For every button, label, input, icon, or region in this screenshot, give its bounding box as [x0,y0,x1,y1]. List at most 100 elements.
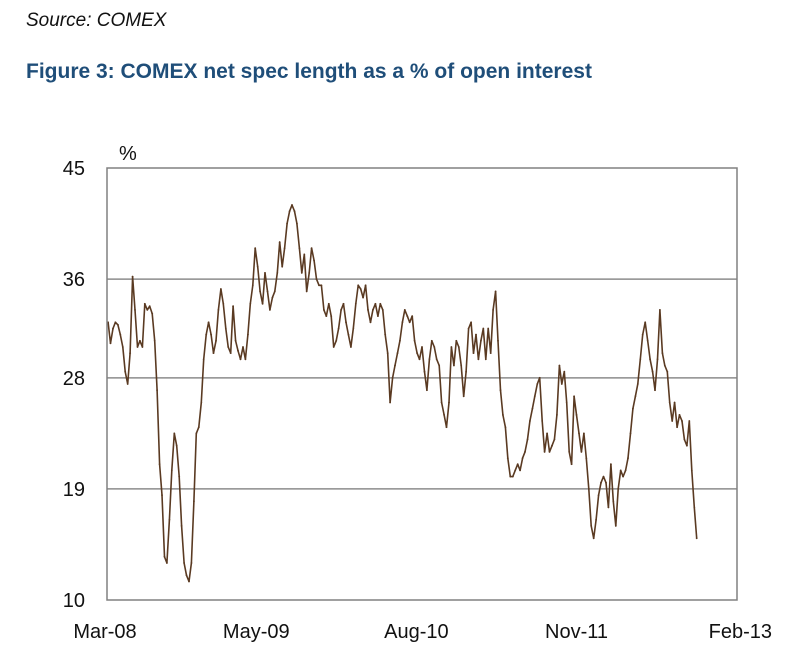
data-point [313,259,315,262]
data-point [384,333,387,336]
data-point [362,296,364,299]
data-point [428,358,431,361]
data-point [308,272,311,274]
data-point [242,346,244,348]
data-point [627,457,629,459]
data-point [668,401,671,404]
data-point [683,438,686,441]
data-point [465,370,467,373]
data-point [180,525,183,527]
data-point [587,488,590,490]
data-point [401,321,404,324]
gridlines [107,278,737,490]
data-point [619,469,622,472]
data-point [636,383,639,385]
data-point [426,389,428,392]
plot-frame [106,167,738,601]
data-point [673,401,676,404]
data-point [614,525,617,527]
data-point [457,346,460,348]
x-tick-label-May-09: May-09 [223,621,290,643]
data-point [166,562,168,564]
data-point [335,339,338,342]
data-point [573,395,575,398]
data-point [195,432,198,435]
data-point [575,414,578,416]
data-point [639,358,642,361]
data-point [352,327,355,330]
data-point [188,580,190,583]
data-point [139,339,141,342]
data-point [369,321,372,324]
data-point [568,451,571,453]
data-point [273,290,276,293]
data-point [271,296,274,299]
data-point [641,333,644,336]
data-point [215,339,217,342]
data-point [688,420,691,422]
data-point [521,457,524,459]
data-point [551,444,553,447]
data-point [259,290,261,293]
data-point [693,506,696,509]
data-point [514,469,517,472]
data-point [649,358,651,361]
y-tick-label-10: 10 [63,590,85,612]
data-point [315,278,318,280]
data-point [136,346,139,348]
data-point [276,272,279,274]
data-point [178,475,181,478]
data-point [399,339,401,342]
data-point [342,302,345,305]
data-point [345,321,347,324]
data-point [126,383,129,385]
data-point [286,222,288,225]
data-point [391,376,394,379]
data-point [497,339,499,342]
data-point [224,327,227,330]
data-point [396,352,399,354]
data-point [622,475,624,478]
data-point [143,302,146,305]
data-point [408,321,411,324]
data-point [529,420,531,422]
data-point [543,451,546,453]
data-point [310,247,313,250]
data-point [185,574,188,577]
data-point [379,302,382,305]
data-point [583,432,585,435]
data-point [600,481,602,484]
data-point [394,364,396,367]
data-point [558,364,561,367]
y-tick-label-36: 36 [63,269,85,291]
data-point [448,401,450,404]
data-point [239,358,242,361]
data-point [305,290,308,293]
data-point [430,339,433,342]
data-point [114,321,117,324]
data-point [381,309,384,311]
data-point [580,451,583,453]
data-point [121,346,124,348]
data-point [325,315,328,317]
data-point [146,309,149,311]
data-point [460,364,463,367]
data-point [686,444,688,447]
data-point [266,290,269,293]
data-point [264,272,266,274]
data-point [148,305,151,308]
data-point [237,349,239,352]
data-point [256,265,259,268]
data-point [229,352,232,354]
data-point [298,247,301,250]
data-point [220,288,222,290]
data-point [556,414,558,416]
data-point [443,414,445,416]
x-tick-label-Mar-08: Mar-08 [73,621,136,643]
x-axis-ticks: Mar-08 May-09 Aug-10 Nov-11 Feb-13 [73,621,772,643]
data-point [330,315,333,317]
y-tick-label-28: 28 [63,368,85,390]
data-point [526,438,529,441]
data-point [433,346,436,348]
data-point [509,475,512,478]
